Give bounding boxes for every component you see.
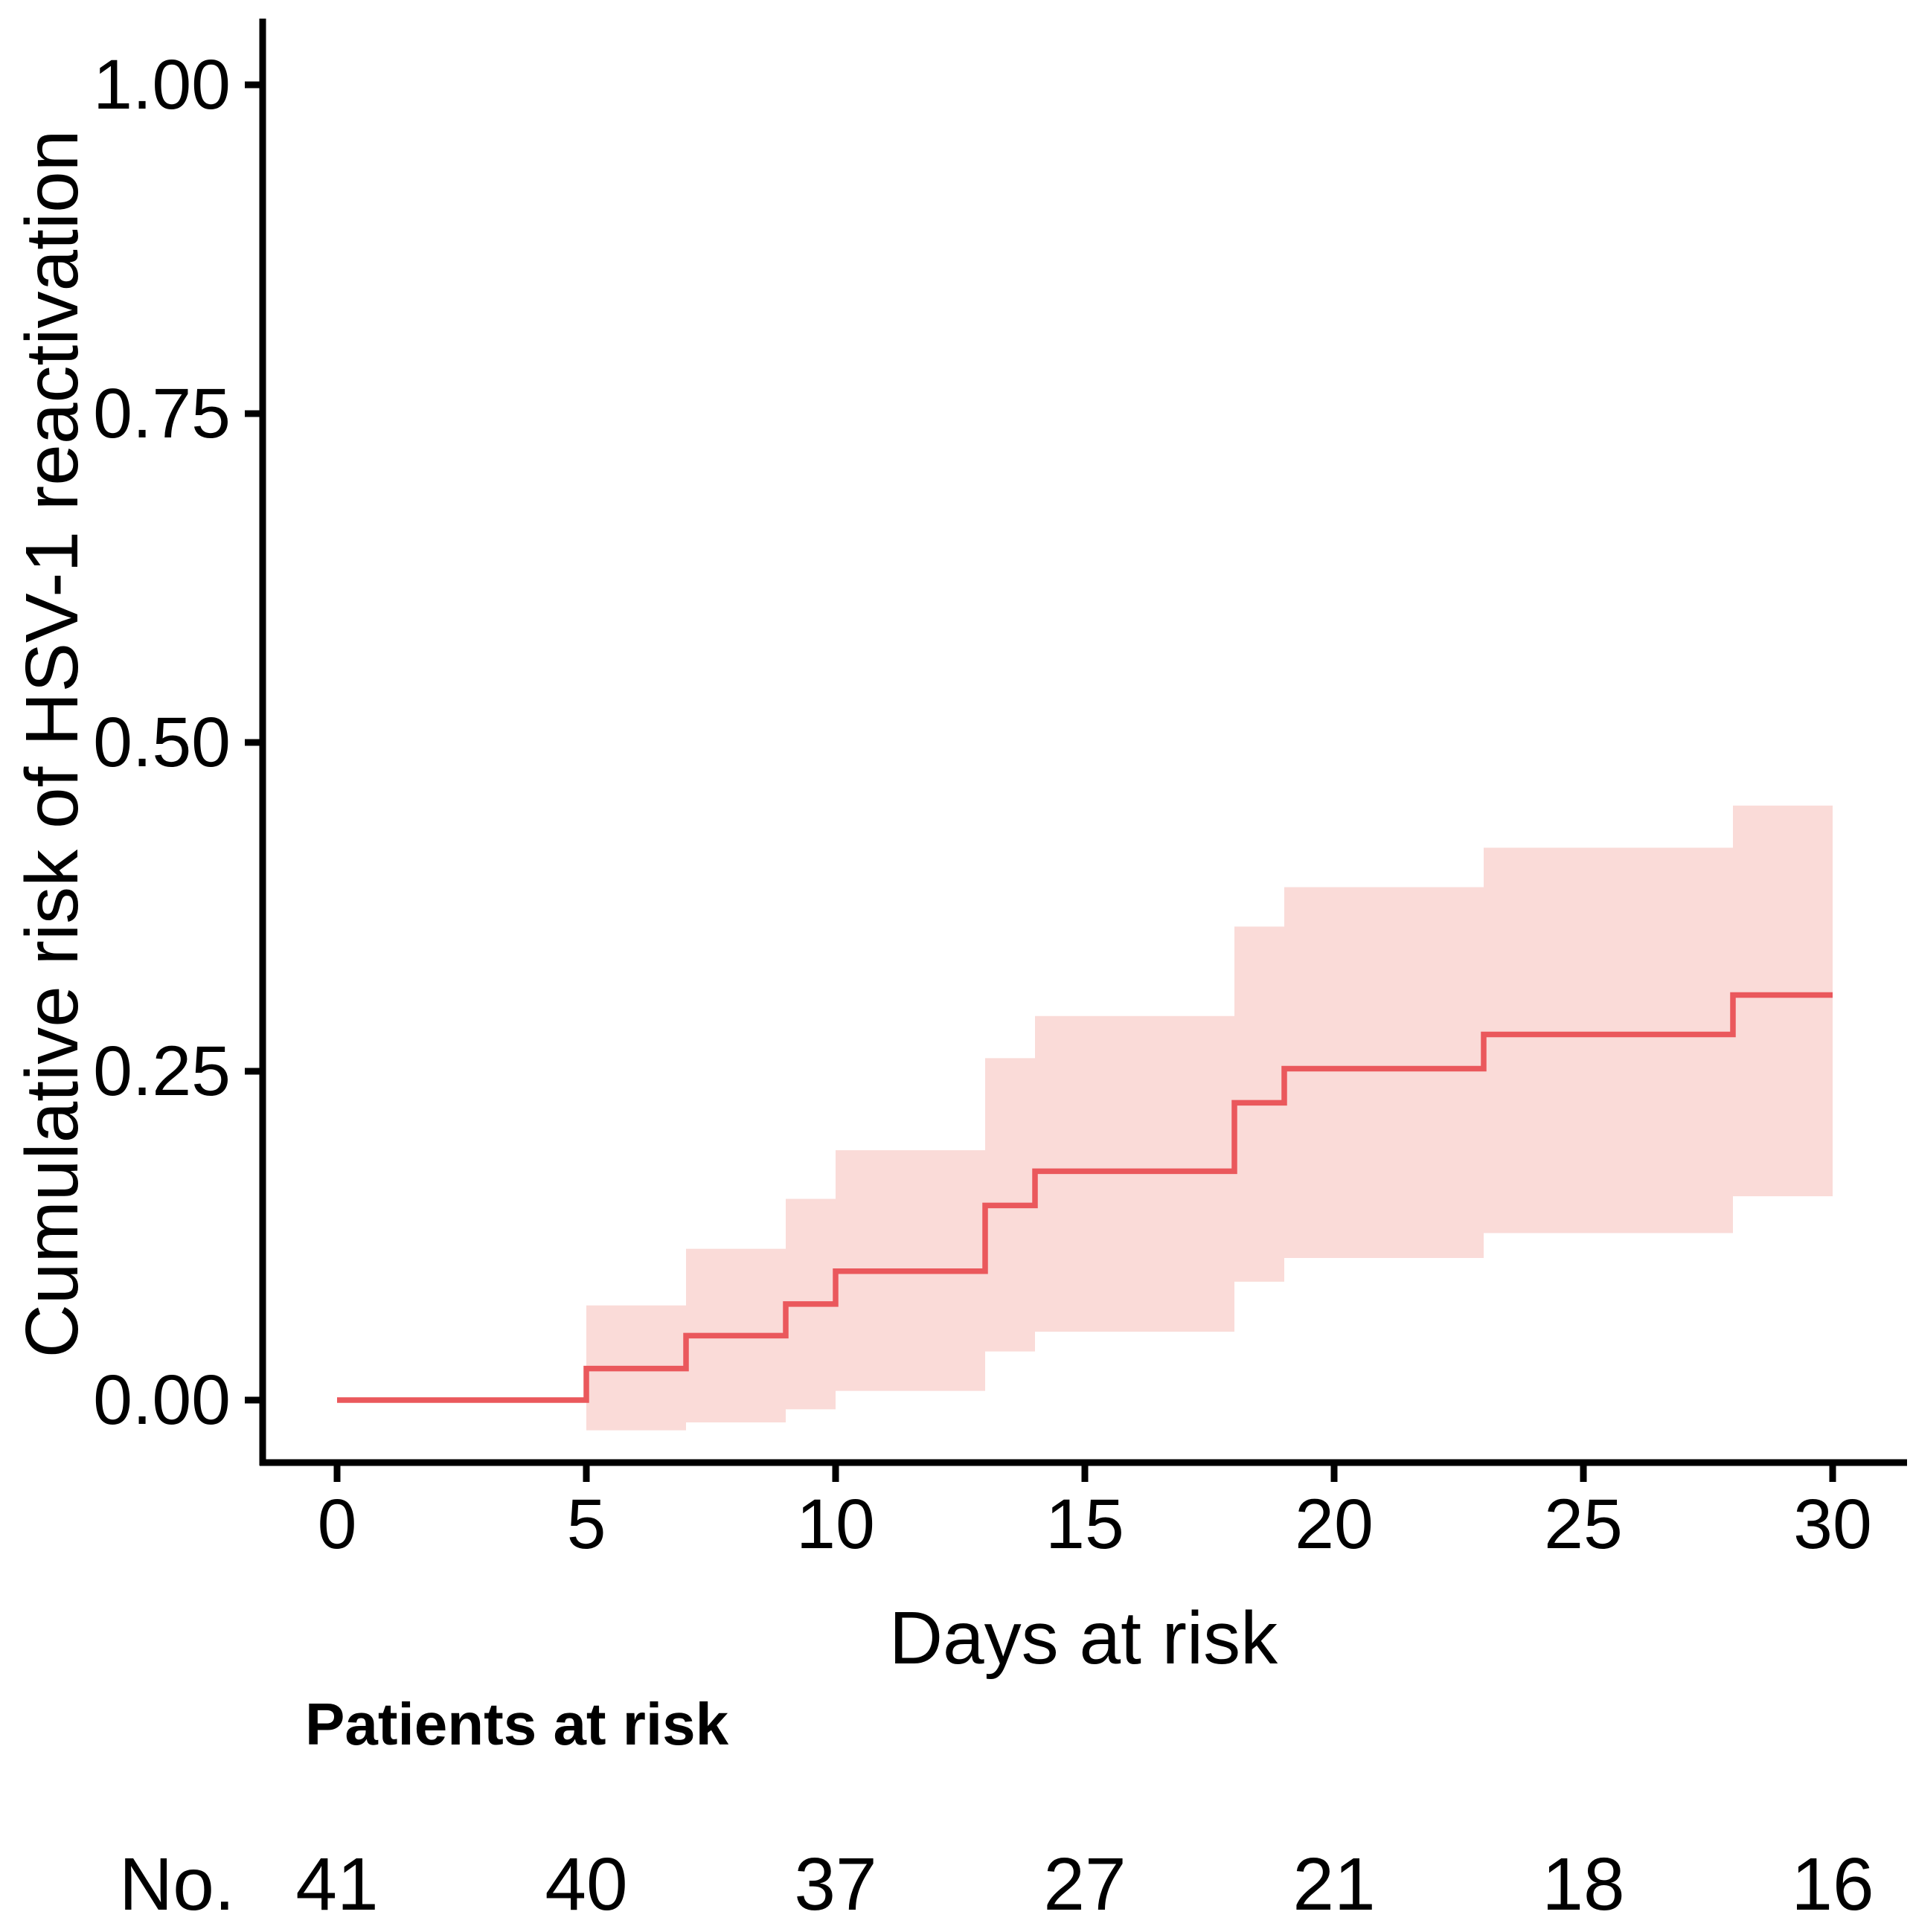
x-tick-label: 20 xyxy=(1295,1485,1374,1564)
x-tick-label: 25 xyxy=(1544,1485,1623,1564)
x-tick-label: 5 xyxy=(566,1485,606,1564)
y-tick-labels: 0.00 0.25 0.50 0.75 1.00 xyxy=(0,0,232,1932)
cumulative-risk-step-line xyxy=(337,992,1833,1403)
x-tick-label: 10 xyxy=(796,1485,875,1564)
risk-count: 40 xyxy=(545,1843,628,1926)
y-tick-label: 0.00 xyxy=(93,1361,231,1440)
y-tick-label: 0.75 xyxy=(93,374,231,453)
x-tick-label: 0 xyxy=(317,1485,357,1564)
y-tick-label: 0.50 xyxy=(93,703,231,782)
risk-row-label: No. xyxy=(119,1843,235,1926)
risk-count: 37 xyxy=(794,1843,877,1926)
y-tick-label: 1.00 xyxy=(93,45,231,124)
risk-count: 41 xyxy=(295,1843,379,1926)
risk-count: 21 xyxy=(1292,1843,1376,1926)
y-tick-label: 0.25 xyxy=(93,1032,231,1111)
x-tick-label: 15 xyxy=(1045,1485,1124,1564)
risk-count: 16 xyxy=(1791,1843,1874,1926)
risk-count: 27 xyxy=(1043,1843,1127,1926)
confidence-band xyxy=(586,805,1833,1431)
patients-at-risk-label: Patients at risk xyxy=(305,1691,729,1757)
x-axis-title: Days at risk xyxy=(888,1596,1278,1680)
x-tick-label: 30 xyxy=(1793,1485,1872,1564)
risk-count: 18 xyxy=(1542,1843,1625,1926)
